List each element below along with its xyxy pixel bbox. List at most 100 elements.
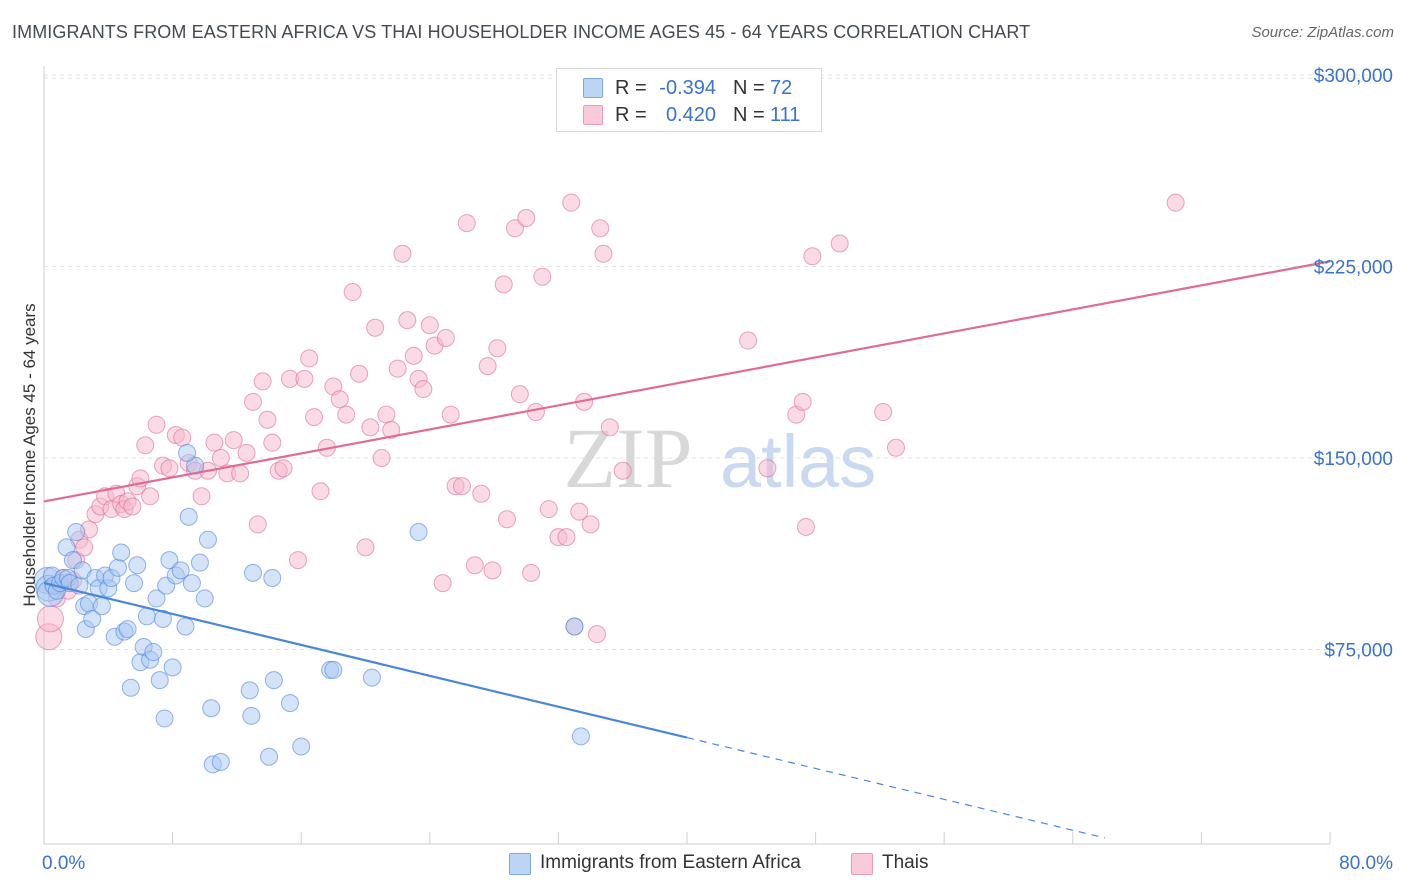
eastern-africa-point-61	[263, 569, 282, 588]
thais-point-52	[311, 482, 330, 501]
thais-point-99	[581, 515, 600, 534]
thais-point-58	[350, 364, 369, 383]
thais-point-81	[478, 357, 497, 376]
series-thais-points	[35, 193, 1185, 651]
watermark-zip: ZIP	[564, 410, 693, 506]
eastern-africa-point-18	[83, 609, 102, 628]
eastern-africa-point-66	[324, 660, 343, 679]
r-value: -0.394	[659, 77, 716, 99]
thais-point-61	[366, 318, 385, 337]
thais-point-66	[393, 244, 412, 263]
eastern-africa-point-32	[128, 556, 147, 575]
eastern-africa-point-69	[565, 617, 584, 636]
thais-point-109	[796, 517, 815, 536]
thais-point-91	[533, 267, 552, 286]
thais-point-114	[1166, 193, 1185, 212]
thais-point-49	[295, 369, 314, 388]
thais-point-38	[231, 464, 250, 483]
thais-point-90	[526, 403, 545, 422]
axes	[43, 66, 1331, 845]
eastern-africa-point-31	[125, 574, 144, 593]
stats-row-thais: R = 0.420 N = 111	[557, 100, 821, 128]
watermark: ZIP atlas	[564, 410, 877, 506]
eastern-africa-point-71	[178, 443, 197, 462]
r-label: R =	[615, 104, 647, 126]
thais-point-63	[377, 405, 396, 424]
stats-swatch-thais	[583, 105, 603, 125]
thais-point-32	[192, 487, 211, 506]
x-tick-label-max: 80.0%	[1339, 853, 1393, 874]
thais-point-89	[522, 563, 541, 582]
eastern-africa-point-70	[571, 727, 590, 746]
thais-point-34	[205, 433, 224, 452]
eastern-africa-point-21	[92, 597, 111, 616]
r-value: 0.420	[665, 104, 716, 126]
thais-point-44	[263, 433, 282, 452]
legend-label: Thais	[882, 852, 929, 873]
eastern-africa-trend-extension	[686, 737, 1106, 839]
thais-point-108	[793, 392, 812, 411]
thais-point-20	[123, 497, 142, 516]
x-tick-labels: 0.0% 80.0%	[42, 853, 1393, 874]
thais-point-41	[248, 515, 267, 534]
thais-point-62	[372, 449, 391, 467]
eastern-africa-point-56	[211, 752, 230, 771]
eastern-africa-point-38	[147, 589, 166, 608]
thais-point-105	[739, 331, 758, 350]
n-label: N =	[733, 77, 765, 99]
thais-point-88	[517, 208, 536, 227]
x-tick-label-min: 0.0%	[42, 853, 85, 874]
eastern-africa-point-43	[160, 551, 179, 570]
thais-point-83	[488, 339, 507, 358]
thais-point-35	[211, 449, 230, 467]
y-tick-label-0: $75,000	[1324, 641, 1393, 662]
eastern-africa-point-57	[240, 681, 259, 700]
eastern-africa-point-37	[144, 643, 163, 662]
eastern-africa-point-47	[176, 617, 195, 636]
eastern-africa-point-68	[409, 523, 428, 542]
thais-point-70	[414, 380, 433, 399]
eastern-africa-point-52	[195, 589, 214, 608]
thais-point-42	[253, 372, 272, 391]
thais-point-101	[591, 219, 610, 238]
thais-point-92	[539, 500, 558, 519]
eastern-africa-point-46	[171, 561, 190, 580]
thais-point-37	[224, 431, 243, 450]
eastern-africa-point-29	[118, 620, 137, 639]
eastern-africa-point-26	[108, 558, 127, 577]
chart-title: IMMIGRANTS FROM EASTERN AFRICA VS THAI H…	[12, 22, 1031, 42]
thais-point-65	[388, 359, 407, 378]
thais-point-64	[382, 420, 401, 439]
thais-point-113	[886, 438, 905, 457]
y-axis-title: Householder Income Ages 45 - 64 years	[20, 303, 39, 607]
thais-point-112	[874, 403, 893, 422]
thais-point-74	[436, 328, 455, 347]
thais-point-77	[452, 477, 471, 496]
thais-point-67	[398, 311, 417, 330]
eastern-africa-point-51	[190, 553, 209, 572]
thais-point-73	[433, 574, 452, 593]
eastern-africa-point-44	[163, 658, 182, 677]
eastern-africa-point-12	[67, 523, 86, 542]
thais-point-27	[160, 459, 179, 478]
stats-row-eastern-africa: R = -0.394 N = 72	[557, 73, 821, 101]
y-tick-labels: $75,000 $150,000 $225,000 $300,000	[1314, 66, 1393, 662]
thais-point-48	[288, 551, 307, 570]
thais-point-55	[330, 390, 349, 409]
thais-point-79	[465, 556, 484, 575]
y-tick-label-1: $150,000	[1314, 449, 1393, 470]
eastern-africa-point-30	[121, 678, 140, 697]
n-label: N =	[733, 104, 765, 126]
eastern-africa-point-63	[280, 694, 299, 713]
thais-point-84	[494, 275, 513, 294]
eastern-africa-point-39	[150, 671, 169, 690]
thais-point-106	[758, 459, 777, 478]
thais-point-110	[803, 247, 822, 266]
thais-point-94	[557, 528, 576, 547]
thais-point-103	[600, 418, 619, 437]
thais-point-97	[570, 502, 589, 521]
eastern-africa-trend-line	[43, 582, 688, 739]
thais-point-46	[274, 459, 293, 478]
legend-label: Immigrants from Eastern Africa	[540, 852, 801, 873]
source-label: Source: ZipAtlas.com	[1251, 24, 1394, 41]
